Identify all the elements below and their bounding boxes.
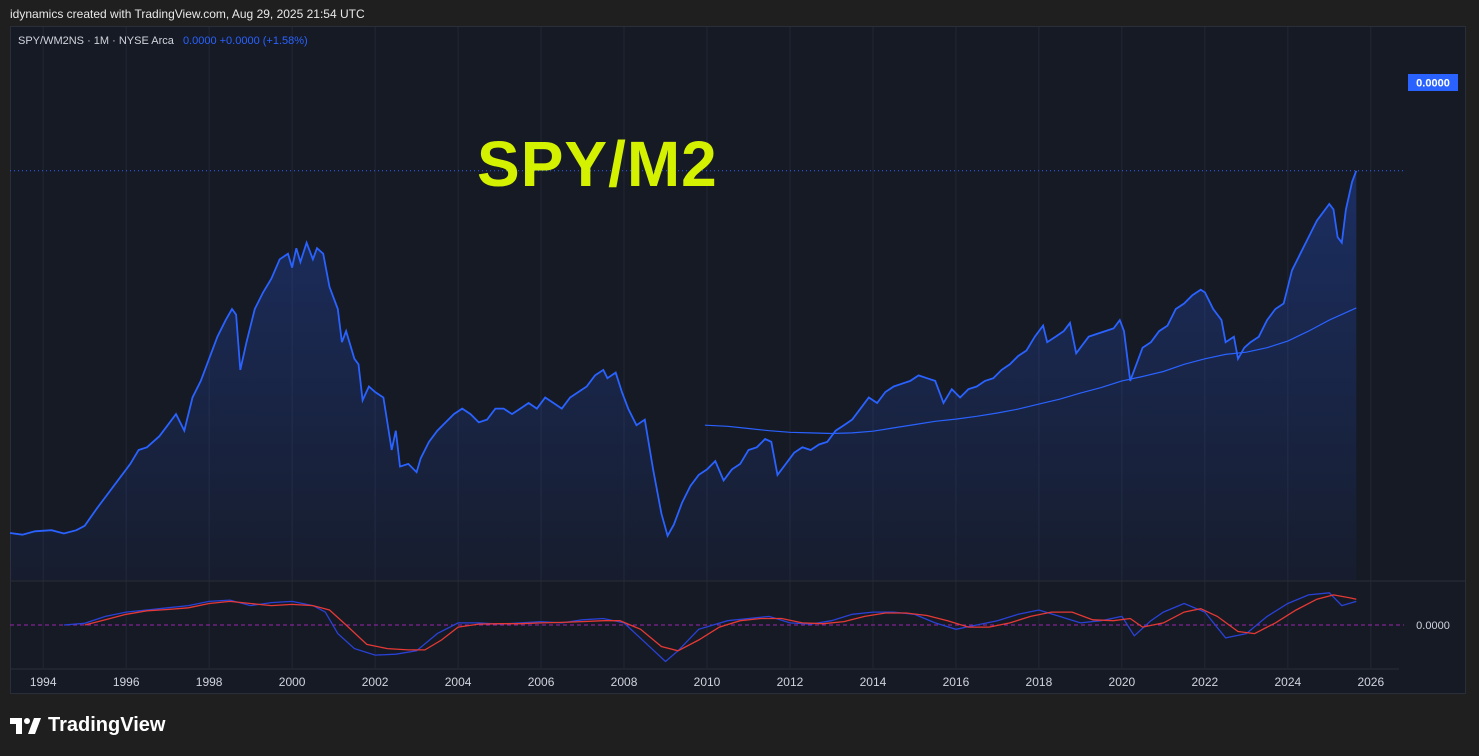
x-tick-label: 2004 [445, 675, 472, 689]
x-tick-label: 2024 [1274, 675, 1301, 689]
legend-values: 0.0000 +0.0000 (+1.58%) [182, 35, 308, 47]
price-label: 0.0000 [1416, 78, 1450, 90]
x-tick-label: 2020 [1109, 675, 1136, 689]
x-tick-label: 2022 [1192, 675, 1219, 689]
oscillator-signal-line[interactable] [84, 594, 1357, 652]
legend-symbol: SPY/WM2NS · 1M · NYSE Arca [18, 35, 174, 47]
x-tick-label: 2002 [362, 675, 389, 689]
oscillator-label: 0.0000 [1416, 620, 1450, 632]
chart-caption: idynamics created with TradingView.com, … [10, 7, 365, 21]
tradingview-logo[interactable]: TradingView [10, 714, 165, 737]
tradingview-logo-icon [10, 717, 41, 734]
x-tick-label: 1996 [113, 675, 140, 689]
chart-headline: SPY/M2 [477, 128, 718, 200]
x-tick-label: 2014 [860, 675, 887, 689]
x-tick-label: 2006 [528, 675, 555, 689]
x-tick-label: 2000 [279, 675, 306, 689]
oscillator-macd-line[interactable] [63, 592, 1357, 663]
price-label-badge [1408, 74, 1458, 91]
x-tick-label: 2026 [1357, 675, 1384, 689]
x-tick-label: 2008 [611, 675, 638, 689]
x-tick-label: 2010 [694, 675, 721, 689]
x-tick-label: 1998 [196, 675, 223, 689]
x-tick-label: 2016 [943, 675, 970, 689]
x-tick-label: 2012 [777, 675, 804, 689]
x-tick-label: 1994 [30, 675, 57, 689]
tradingview-logo-text: TradingView [48, 714, 166, 736]
x-tick-label: 2018 [1026, 675, 1053, 689]
moving-average-line[interactable] [704, 307, 1357, 435]
x-axis-ticks: 1994 1996 1998 2000 2002 2004 2006 2008 2010 2012… [30, 675, 1385, 689]
price-line[interactable] [9, 170, 1358, 539]
chart-legend[interactable]: SPY/WM2NS · 1M · NYSE Arca 0.0000 +0.000… [18, 35, 308, 47]
price-area-fill [10, 170, 1357, 581]
